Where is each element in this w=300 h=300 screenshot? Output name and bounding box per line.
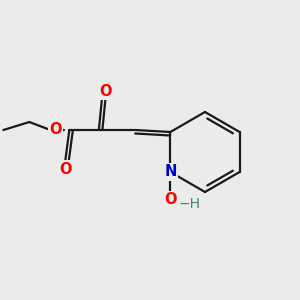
Text: −H: −H <box>178 197 200 211</box>
Text: O: O <box>99 83 112 98</box>
Text: N: N <box>164 164 176 179</box>
Text: O: O <box>164 193 177 208</box>
Text: O: O <box>49 122 62 137</box>
Text: O: O <box>59 161 72 176</box>
